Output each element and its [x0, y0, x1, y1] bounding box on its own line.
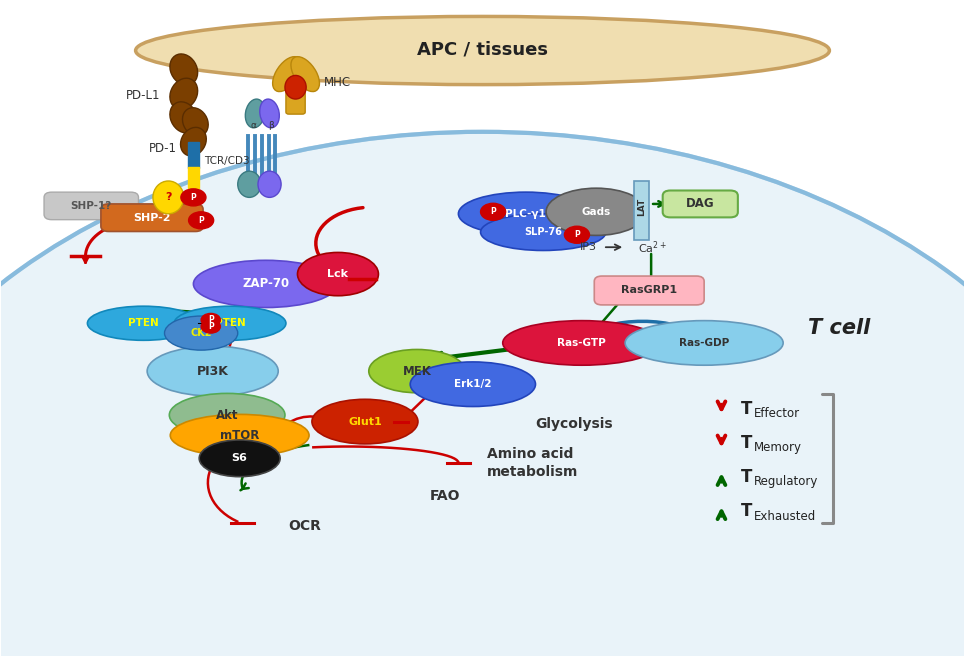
- Circle shape: [201, 313, 220, 327]
- Ellipse shape: [258, 171, 281, 197]
- Ellipse shape: [546, 188, 647, 235]
- Text: IP3: IP3: [580, 242, 597, 252]
- FancyBboxPatch shape: [286, 84, 305, 114]
- Text: P: P: [207, 315, 213, 325]
- Text: Amino acid
metabolism: Amino acid metabolism: [487, 447, 579, 478]
- Ellipse shape: [503, 321, 661, 365]
- Text: Memory: Memory: [755, 442, 802, 455]
- Text: APC / tissues: APC / tissues: [417, 40, 548, 58]
- Text: P: P: [198, 215, 204, 225]
- Ellipse shape: [245, 99, 264, 128]
- Ellipse shape: [169, 394, 285, 437]
- Text: α: α: [250, 121, 256, 130]
- Text: Regulatory: Regulatory: [755, 476, 818, 488]
- Ellipse shape: [148, 346, 278, 396]
- Ellipse shape: [170, 78, 198, 109]
- Text: T cell: T cell: [808, 319, 870, 338]
- Text: β: β: [267, 121, 273, 130]
- Text: PI3K: PI3K: [197, 365, 229, 378]
- Text: Ras-GDP: Ras-GDP: [679, 338, 730, 348]
- Circle shape: [481, 203, 506, 220]
- Text: SHP-2: SHP-2: [133, 213, 171, 223]
- Text: T: T: [741, 503, 752, 520]
- Text: OCR: OCR: [288, 520, 320, 533]
- Text: SHP-1?: SHP-1?: [70, 201, 112, 211]
- Ellipse shape: [273, 57, 301, 91]
- Text: PTEN: PTEN: [128, 318, 158, 328]
- Ellipse shape: [182, 108, 208, 136]
- Ellipse shape: [312, 399, 418, 444]
- Ellipse shape: [237, 171, 261, 197]
- Text: Erk1/2: Erk1/2: [455, 379, 491, 389]
- Ellipse shape: [180, 127, 207, 156]
- Circle shape: [180, 189, 206, 206]
- Text: MEK: MEK: [402, 365, 431, 378]
- Ellipse shape: [174, 306, 286, 340]
- Text: P: P: [574, 230, 580, 239]
- Text: Effector: Effector: [755, 407, 800, 420]
- Text: Exhausted: Exhausted: [755, 510, 816, 522]
- Ellipse shape: [88, 306, 199, 340]
- Text: DAG: DAG: [686, 198, 715, 210]
- Ellipse shape: [170, 54, 198, 85]
- Text: PD-L1: PD-L1: [126, 89, 160, 102]
- Ellipse shape: [193, 260, 338, 307]
- Ellipse shape: [458, 192, 593, 235]
- Text: Akt: Akt: [216, 409, 238, 422]
- Text: RasGRP1: RasGRP1: [621, 286, 677, 296]
- Ellipse shape: [625, 321, 784, 365]
- Text: Glut1: Glut1: [348, 417, 382, 426]
- Ellipse shape: [170, 102, 198, 133]
- Text: CK2: CK2: [190, 328, 212, 338]
- Bar: [634, 181, 649, 240]
- Text: Lck: Lck: [327, 269, 348, 279]
- Text: T: T: [741, 468, 752, 486]
- Text: Ras-GTP: Ras-GTP: [558, 338, 606, 348]
- Ellipse shape: [481, 214, 606, 250]
- Ellipse shape: [369, 350, 465, 393]
- Circle shape: [188, 212, 213, 229]
- Ellipse shape: [152, 181, 183, 214]
- Text: P: P: [207, 322, 213, 331]
- Text: FAO: FAO: [429, 489, 460, 503]
- Ellipse shape: [260, 99, 279, 128]
- Text: Gads: Gads: [582, 207, 611, 217]
- Text: PD-1: PD-1: [149, 142, 177, 154]
- Ellipse shape: [164, 316, 237, 350]
- Circle shape: [565, 226, 590, 243]
- Text: PLC-γ1: PLC-γ1: [506, 209, 546, 219]
- Ellipse shape: [136, 16, 829, 85]
- Text: T: T: [741, 434, 752, 452]
- Ellipse shape: [297, 252, 378, 296]
- Ellipse shape: [290, 57, 319, 91]
- FancyBboxPatch shape: [663, 191, 738, 217]
- Ellipse shape: [0, 132, 965, 657]
- Text: S6: S6: [232, 453, 248, 463]
- Text: mTOR: mTOR: [220, 429, 260, 442]
- Bar: [187, 142, 199, 168]
- Bar: [187, 167, 199, 187]
- Text: SLP-76: SLP-76: [524, 227, 563, 237]
- Text: PTEN: PTEN: [214, 318, 245, 328]
- Text: T: T: [741, 400, 752, 418]
- Text: ?: ?: [165, 193, 172, 202]
- Text: Glycolysis: Glycolysis: [536, 417, 613, 430]
- FancyBboxPatch shape: [101, 204, 203, 231]
- Circle shape: [201, 320, 220, 333]
- Ellipse shape: [285, 76, 306, 99]
- FancyBboxPatch shape: [594, 276, 704, 305]
- Text: P: P: [490, 208, 496, 216]
- Ellipse shape: [170, 415, 309, 457]
- Ellipse shape: [199, 440, 280, 477]
- Ellipse shape: [410, 362, 536, 407]
- Text: TCR/CD3: TCR/CD3: [205, 156, 250, 166]
- Text: Ca$^{2+}$: Ca$^{2+}$: [638, 239, 667, 256]
- Text: ZAP-70: ZAP-70: [242, 277, 290, 290]
- Text: P: P: [190, 193, 196, 202]
- Text: MHC: MHC: [323, 76, 350, 89]
- Text: LAT: LAT: [637, 198, 646, 216]
- FancyBboxPatch shape: [44, 192, 139, 219]
